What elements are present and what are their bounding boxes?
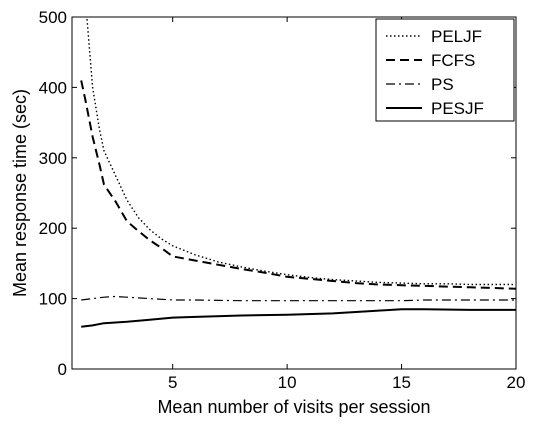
y-tick-label: 100	[39, 290, 67, 309]
y-tick-label: 200	[39, 219, 67, 238]
legend-label-fcfs: FCFS	[431, 51, 475, 70]
series-line-peljf	[86, 17, 516, 286]
y-tick-label: 0	[58, 360, 67, 379]
legend-label-ps: PS	[431, 75, 454, 94]
y-tick-label: 300	[39, 149, 67, 168]
legend-label-peljf: PELJF	[431, 27, 482, 46]
y-axis-title: Mean response time (sec)	[10, 89, 30, 297]
y-tick-label: 400	[39, 78, 67, 97]
y-tick-label: 500	[39, 8, 67, 27]
series-line-pesjf	[81, 308, 516, 328]
legend: PELJF FCFS PS PESJF	[375, 18, 515, 122]
x-tick-label: 5	[168, 373, 177, 392]
x-tick-label: 10	[278, 373, 297, 392]
x-tick-label: 15	[392, 373, 411, 392]
x-tick-label: 20	[507, 373, 526, 392]
series-line-ps	[81, 295, 516, 302]
legend-label-pesjf: PESJF	[431, 99, 484, 118]
x-axis-title: Mean number of visits per session	[157, 397, 430, 417]
